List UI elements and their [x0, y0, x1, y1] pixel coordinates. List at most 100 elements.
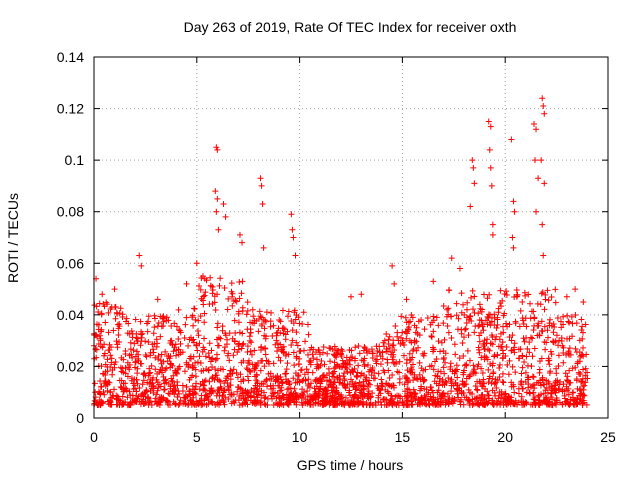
data-point [495, 309, 502, 316]
data-point [476, 322, 483, 329]
data-point [122, 380, 129, 387]
data-point [503, 320, 510, 327]
data-point [120, 399, 127, 406]
data-point [565, 385, 572, 392]
data-point [438, 339, 445, 346]
data-point [125, 320, 132, 327]
data-point [441, 370, 448, 377]
data-point [472, 383, 479, 390]
data-point [93, 346, 100, 353]
data-point [239, 239, 246, 246]
data-point [459, 378, 466, 385]
y-tick-label: 0.02 [57, 358, 84, 374]
data-point [358, 291, 365, 298]
data-point [461, 394, 468, 401]
data-point [414, 376, 421, 383]
data-point [396, 358, 403, 365]
data-point [494, 377, 501, 384]
data-point [128, 327, 135, 334]
data-point [455, 315, 462, 322]
data-point [456, 355, 463, 362]
data-point [240, 340, 247, 347]
data-point [541, 180, 548, 187]
data-point [464, 347, 471, 354]
data-point [484, 336, 491, 343]
data-point [96, 332, 103, 339]
data-point [409, 369, 416, 376]
data-point [504, 361, 511, 368]
data-point [120, 388, 127, 395]
data-point [297, 367, 304, 374]
data-point [452, 351, 459, 358]
data-point [305, 331, 312, 338]
data-point [289, 226, 296, 233]
data-point [356, 350, 363, 357]
data-point [228, 391, 235, 398]
data-point [212, 356, 219, 363]
data-point [442, 359, 449, 366]
data-point [266, 375, 273, 382]
data-point [137, 342, 144, 349]
data-point [554, 397, 561, 404]
data-point [454, 374, 461, 381]
data-point [200, 293, 207, 300]
data-point [171, 387, 178, 394]
data-point [477, 380, 484, 387]
data-point [108, 344, 115, 351]
data-point [433, 314, 440, 321]
data-point [133, 376, 140, 383]
data-point [117, 305, 124, 312]
data-point [398, 313, 405, 320]
data-point [542, 346, 549, 353]
data-point [465, 386, 472, 393]
data-point [100, 380, 107, 387]
data-point [320, 398, 327, 405]
data-point [357, 382, 364, 389]
data-point [470, 370, 477, 377]
data-point [533, 126, 540, 133]
data-point [503, 288, 510, 295]
data-point [535, 175, 542, 182]
data-point [443, 379, 450, 386]
data-point [199, 348, 206, 355]
data-point [519, 299, 526, 306]
data-point [476, 338, 483, 345]
data-point [244, 307, 251, 314]
data-point [191, 401, 198, 408]
data-point [544, 327, 551, 334]
data-point [536, 369, 543, 376]
data-point [483, 399, 490, 406]
data-point [405, 319, 412, 326]
data-point [304, 400, 311, 407]
data-point [155, 399, 162, 406]
data-point [248, 339, 255, 346]
data-point [97, 343, 104, 350]
data-point [323, 377, 330, 384]
data-point [151, 324, 158, 331]
data-point [530, 374, 537, 381]
data-point [155, 319, 162, 326]
data-point [554, 377, 561, 384]
data-point [144, 328, 151, 335]
data-point [531, 345, 538, 352]
data-point [236, 392, 243, 399]
data-point [407, 389, 414, 396]
data-point [206, 354, 213, 361]
data-point [190, 322, 197, 329]
data-point [192, 373, 199, 380]
data-point [441, 336, 448, 343]
data-point [546, 380, 553, 387]
data-point [236, 295, 243, 302]
data-point [491, 389, 498, 396]
data-point [579, 335, 586, 342]
data-point [195, 332, 202, 339]
data-point [523, 389, 530, 396]
data-point [481, 291, 488, 298]
data-point [357, 392, 364, 399]
data-point [207, 358, 214, 365]
data-point [366, 377, 373, 384]
data-point [484, 313, 491, 320]
data-point [497, 287, 504, 294]
data-point [392, 393, 399, 400]
data-point [101, 350, 108, 357]
